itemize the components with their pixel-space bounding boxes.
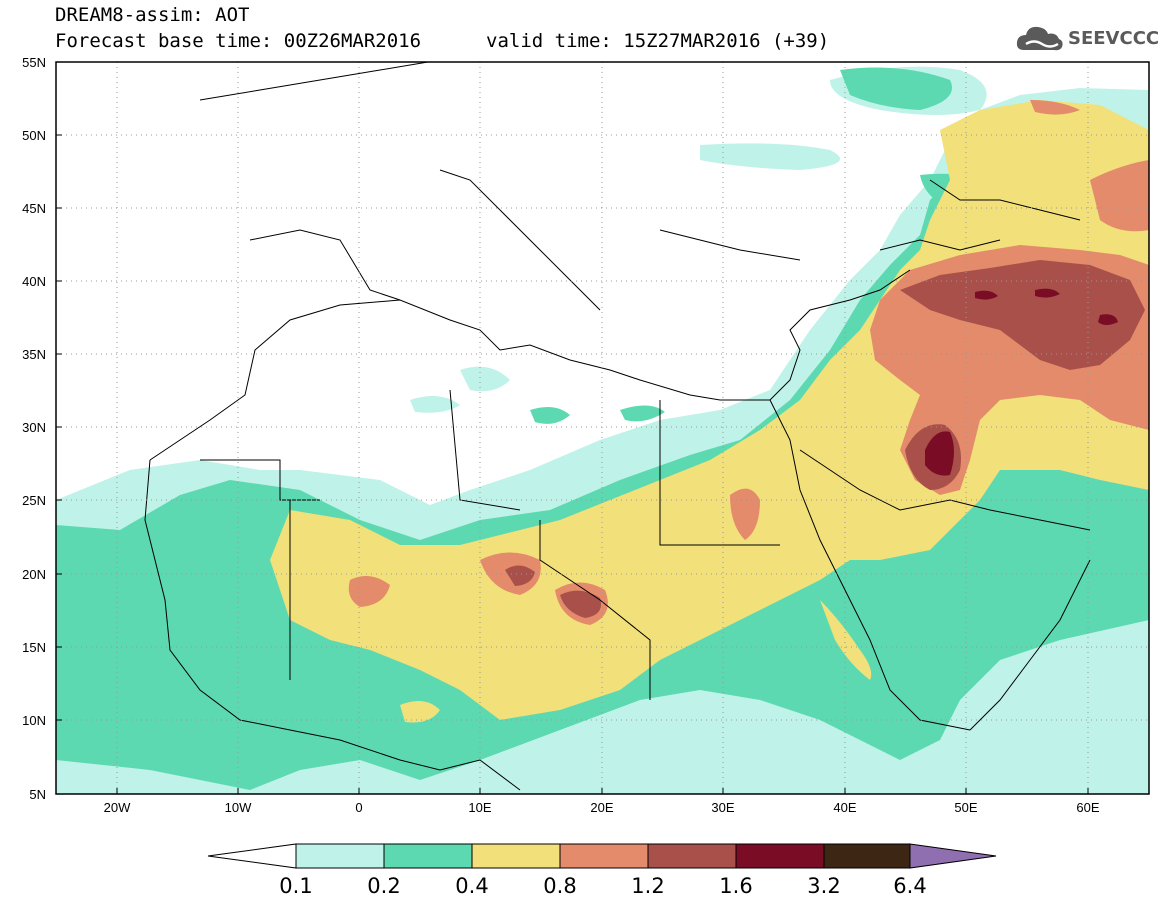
colorbar-label: 0.4 — [455, 874, 488, 898]
coastlines — [144, 62, 1091, 791]
lon-label: 60E — [1076, 800, 1099, 815]
colorbar-label: 1.6 — [719, 874, 752, 898]
lon-label: 40E — [833, 800, 856, 815]
valid-time: valid time: 15Z27MAR2016 (+39) — [486, 30, 830, 52]
axis-ticks — [56, 61, 1089, 794]
lat-label: 40N — [22, 274, 46, 289]
map-gridlines — [56, 62, 1149, 794]
colorbar-labels: 0.1 0.2 0.4 0.8 1.2 1.6 3.2 6.4 — [279, 874, 926, 898]
colorbar-swatch — [559, 843, 649, 869]
lat-label: 50N — [22, 128, 46, 143]
lon-label: 0 — [355, 800, 362, 815]
colorbar-high-arrow — [909, 843, 997, 869]
colorbar-low-arrow — [207, 843, 297, 869]
lon-label: 10E — [468, 800, 491, 815]
colorbar-label: 6.4 — [893, 874, 926, 898]
seevccc-logo: SEEVCCC — [1016, 22, 1160, 58]
lon-label: 20W — [104, 800, 131, 815]
lat-label: 20N — [22, 567, 46, 582]
colorbar-label: 0.8 — [543, 874, 576, 898]
colorbar-swatch — [647, 843, 737, 869]
lon-label: 10W — [225, 800, 252, 815]
colorbar-swatch — [823, 843, 911, 869]
forecast-base-time: Forecast base time: 00Z26MAR2016 — [55, 30, 422, 52]
colorbar-label: 3.2 — [807, 874, 840, 898]
colorbar — [207, 843, 997, 869]
lon-label: 20E — [590, 800, 613, 815]
lat-label: 30N — [22, 420, 46, 435]
colorbar-swatch — [471, 843, 561, 869]
lat-label: 5N — [29, 787, 46, 802]
colorbar-swatch — [383, 843, 473, 869]
lat-label: 25N — [22, 493, 46, 508]
product-title: DREAM8-assim: AOT — [55, 4, 250, 26]
cloud-icon — [1016, 26, 1063, 51]
colorbar-swatch — [295, 843, 385, 869]
lat-label: 55N — [22, 55, 46, 70]
lat-label: 10N — [22, 713, 46, 728]
logo-text: SEEVCCC — [1068, 28, 1160, 49]
aot-band-1.2 — [900, 260, 1145, 370]
latitude-labels: 55N 50N 45N 40N 35N 30N 25N 20N 15N 10N … — [22, 55, 46, 802]
lat-label: 45N — [22, 201, 46, 216]
colorbar-label: 0.2 — [367, 874, 400, 898]
lon-label: 50E — [954, 800, 977, 815]
lat-label: 35N — [22, 347, 46, 362]
aot-band-1.6 — [925, 431, 954, 476]
colorbar-swatch — [735, 843, 825, 869]
longitude-labels: 20W 10W 0 10E 20E 30E 40E 50E 60E — [104, 800, 1100, 815]
colorbar-label: 1.2 — [631, 874, 664, 898]
lat-label: 15N — [22, 640, 46, 655]
colorbar-label: 0.1 — [279, 874, 312, 898]
lon-label: 30E — [711, 800, 734, 815]
